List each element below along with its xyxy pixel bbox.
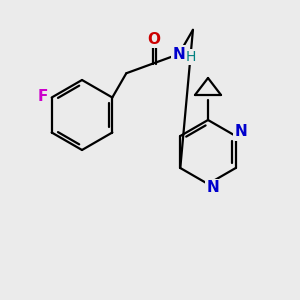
Text: H: H: [186, 50, 196, 64]
Text: N: N: [207, 181, 219, 196]
Text: O: O: [147, 32, 160, 47]
Text: N: N: [172, 46, 185, 62]
Text: N: N: [234, 124, 247, 140]
Text: F: F: [38, 89, 48, 104]
